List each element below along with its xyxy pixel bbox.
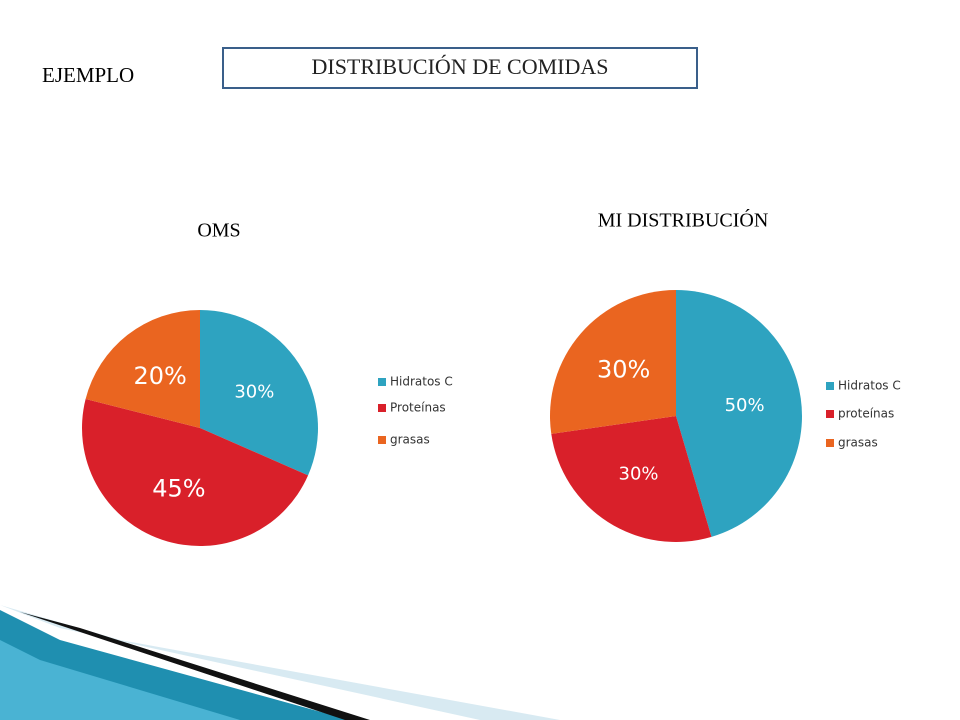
title-box [222, 47, 698, 89]
pie-slice [200, 310, 318, 476]
value-label: 30% [234, 382, 274, 403]
legend-swatch [826, 382, 834, 390]
decoration [20, 612, 370, 720]
value-label: 50% [725, 395, 765, 416]
legend-label: Proteínas [390, 401, 446, 415]
pie-slice [85, 310, 200, 428]
legend-swatch [378, 404, 386, 412]
value-label: 20% [133, 362, 186, 390]
legend-label: Hidratos C [838, 379, 901, 393]
pie-slice [551, 416, 712, 542]
chart-title: MI DISTRIBUCIÓN [598, 208, 769, 232]
legend-label: grasas [390, 433, 430, 447]
legend-swatch [826, 439, 834, 447]
decoration [0, 640, 240, 720]
legend-swatch [826, 410, 834, 418]
legend-label: proteínas [838, 407, 894, 421]
slide-title: DISTRIBUCIÓN DE COMIDAS [311, 54, 608, 79]
value-label: 45% [152, 474, 205, 502]
legend-swatch [378, 436, 386, 444]
slide-label: EJEMPLO [42, 63, 134, 87]
legend-label: Hidratos C [390, 375, 453, 389]
legend-swatch [378, 378, 386, 386]
pie-slice [676, 290, 803, 537]
legend-label: grasas [838, 436, 878, 450]
value-label: 30% [619, 463, 659, 484]
chart-title: OMS [197, 220, 240, 242]
pie-slice [549, 290, 676, 434]
value-label: 30% [597, 356, 650, 384]
pie-slice [82, 399, 309, 546]
